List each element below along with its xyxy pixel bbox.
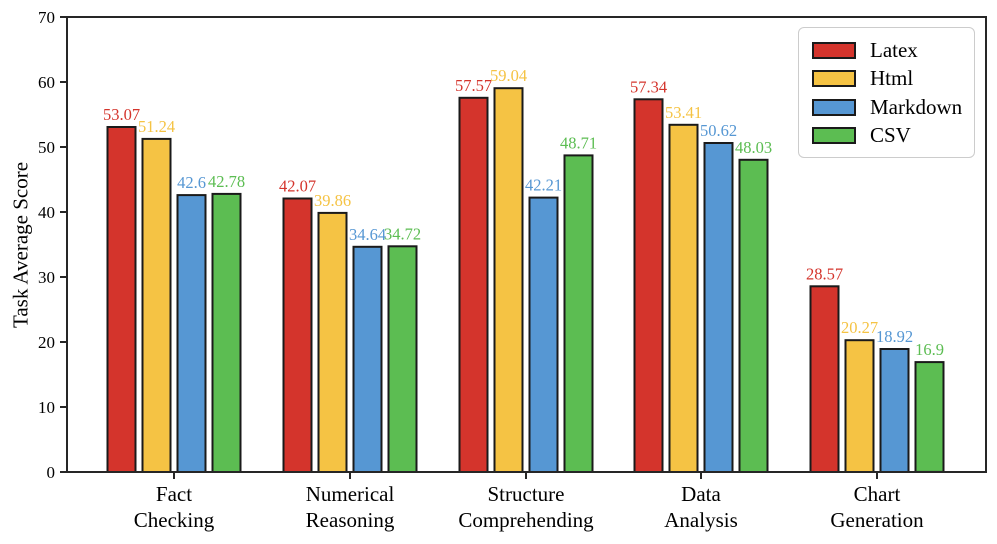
bar-latex-1 — [282, 197, 313, 473]
y-tick-label: 50 — [38, 138, 55, 157]
x-tick-label: Fact — [156, 482, 192, 506]
value-label: 42.6 — [177, 173, 206, 192]
legend-item-latex: Latex — [812, 37, 974, 63]
value-label: 59.04 — [490, 66, 527, 85]
bar-html-4 — [844, 339, 875, 474]
value-label: 42.21 — [525, 176, 562, 195]
value-label: 57.57 — [455, 76, 492, 95]
legend-swatch-markdown — [812, 98, 856, 116]
legend: Latex Html Markdown CSV — [798, 27, 975, 158]
bar-markdown-1 — [352, 245, 383, 473]
y-tick-label: 0 — [47, 463, 56, 482]
value-label: 57.34 — [630, 77, 667, 96]
value-label: 53.07 — [103, 105, 140, 124]
value-label: 53.41 — [665, 103, 702, 122]
y-tick-label: 70 — [38, 8, 55, 27]
y-tick-label: 40 — [38, 203, 55, 222]
legend-item-csv: CSV — [812, 123, 974, 149]
bar-csv-1 — [387, 245, 418, 473]
value-label: 42.07 — [279, 177, 316, 196]
x-tick-label: Numerical — [306, 482, 395, 506]
x-tick-label: Data — [681, 482, 721, 506]
bar-html-1 — [317, 211, 348, 473]
y-tick-label: 60 — [38, 73, 55, 92]
bar-latex-4 — [809, 285, 840, 473]
x-tick-label: Generation — [830, 508, 924, 532]
x-tick-label: Chart — [854, 482, 901, 506]
value-label: 42.78 — [208, 172, 245, 191]
bar-markdown-4 — [879, 348, 910, 473]
y-tick-label: 10 — [38, 398, 55, 417]
value-label: 39.86 — [314, 191, 351, 210]
bar-csv-0 — [211, 192, 242, 473]
x-tick-label: Structure — [488, 482, 565, 506]
x-tick-label: Comprehending — [458, 508, 594, 532]
bar-markdown-0 — [176, 194, 207, 473]
value-label: 16.9 — [915, 340, 944, 359]
bar-latex-3 — [633, 98, 664, 474]
value-label: 28.57 — [806, 264, 843, 283]
bar-latex-2 — [458, 96, 489, 474]
legend-label-markdown: Markdown — [870, 94, 963, 119]
legend-label-html: Html — [870, 66, 914, 91]
value-label: 50.62 — [700, 121, 737, 140]
value-label: 48.03 — [735, 138, 772, 157]
x-tick-label: Reasoning — [306, 508, 395, 532]
bar-latex-0 — [106, 126, 137, 473]
bar-html-3 — [668, 123, 699, 474]
bar-csv-3 — [738, 158, 769, 474]
y-tick-label: 30 — [38, 268, 55, 287]
value-label: 34.72 — [384, 224, 421, 243]
value-label: 20.27 — [841, 318, 878, 337]
bar-html-0 — [141, 137, 172, 473]
bar-csv-2 — [563, 154, 594, 473]
bar-csv-4 — [914, 361, 945, 473]
x-tick-label: Analysis — [664, 508, 738, 532]
value-label: 18.92 — [876, 327, 913, 346]
bar-html-2 — [493, 87, 524, 473]
value-label: 48.71 — [560, 133, 597, 152]
legend-swatch-latex — [812, 41, 856, 59]
legend-item-html: Html — [812, 66, 974, 92]
value-label: 51.24 — [138, 117, 175, 136]
legend-item-markdown: Markdown — [812, 94, 974, 120]
y-axis-title: Task Average Score — [8, 161, 33, 329]
value-label: 34.64 — [349, 225, 386, 244]
y-tick-label: 20 — [38, 333, 55, 352]
bar-markdown-3 — [703, 142, 734, 473]
legend-swatch-html — [812, 70, 856, 88]
legend-swatch-csv — [812, 127, 856, 145]
legend-label-latex: Latex — [870, 37, 918, 62]
bar-markdown-2 — [528, 196, 559, 473]
x-tick-label: Checking — [134, 508, 215, 532]
legend-label-csv: CSV — [870, 123, 911, 148]
